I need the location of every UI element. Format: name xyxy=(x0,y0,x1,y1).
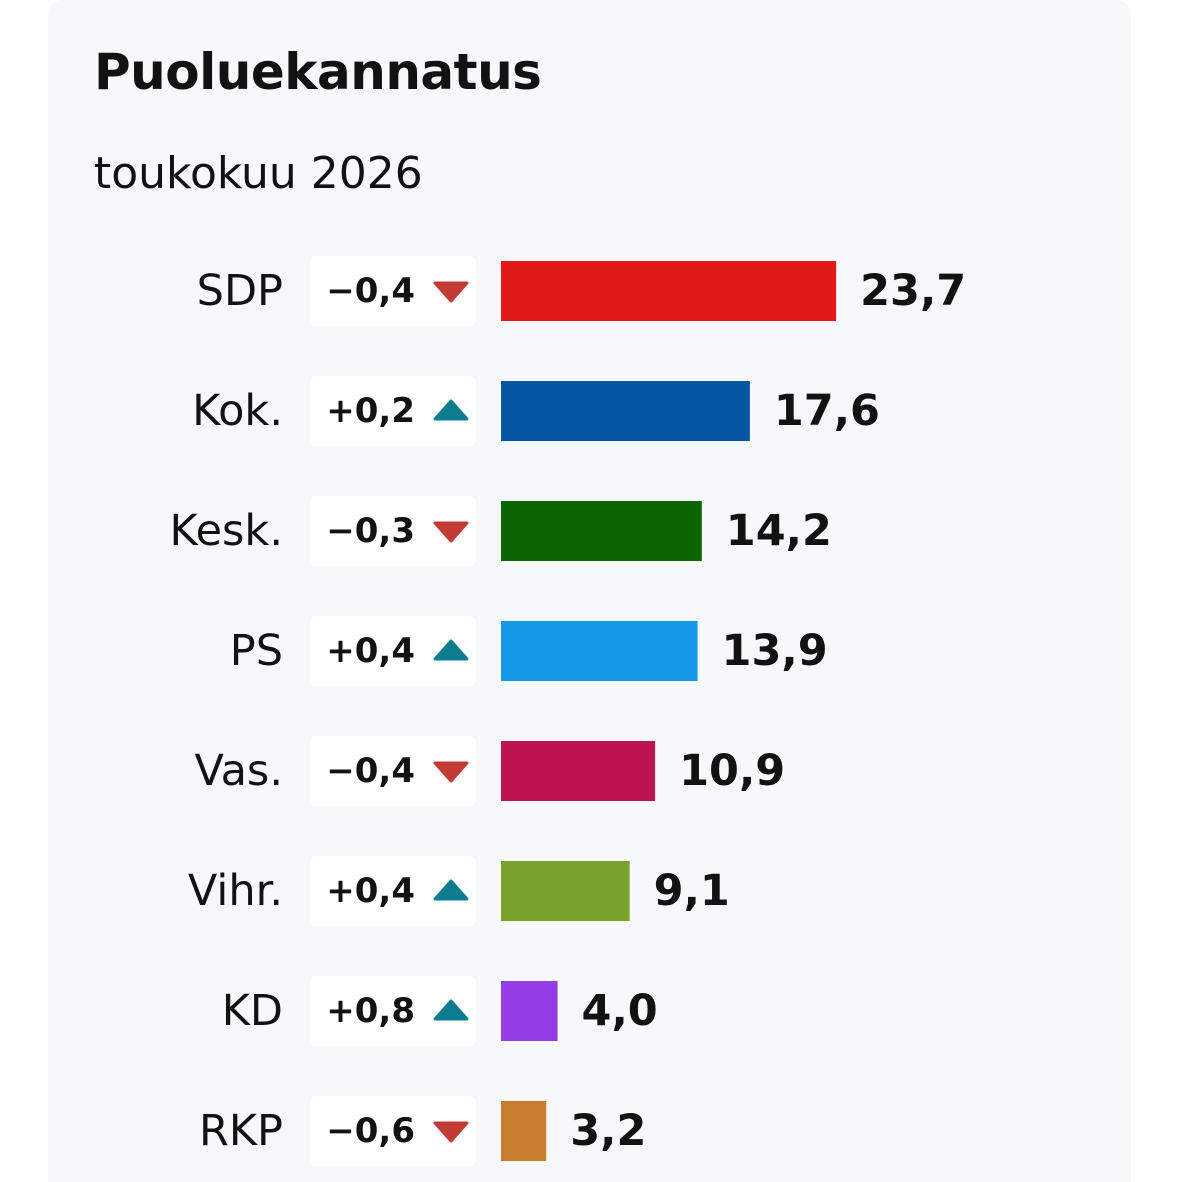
bar xyxy=(501,261,837,321)
party-label: Kok. xyxy=(192,386,283,436)
change-box xyxy=(310,496,476,566)
party-label: KD xyxy=(222,986,283,1036)
value-label: 10,9 xyxy=(679,746,785,796)
value-label: 23,7 xyxy=(860,266,966,316)
value-label: 13,9 xyxy=(722,626,828,676)
change-box xyxy=(310,856,476,926)
party-label: SDP xyxy=(197,266,283,316)
value-label: 9,1 xyxy=(654,866,730,916)
change-label: −0,4 xyxy=(326,271,415,311)
change-label: −0,4 xyxy=(326,751,415,791)
change-label: −0,6 xyxy=(326,1111,415,1151)
value-label: 14,2 xyxy=(726,506,832,556)
party-label: Vas. xyxy=(195,746,284,796)
party-label: PS xyxy=(230,626,283,676)
arrow-up-icon xyxy=(433,999,469,1021)
party-label: Vihr. xyxy=(188,866,283,916)
change-box xyxy=(310,736,476,806)
bar xyxy=(501,861,630,921)
bar xyxy=(501,501,702,561)
change-box xyxy=(310,376,476,446)
value-label: 17,6 xyxy=(774,386,880,436)
value-label: 4,0 xyxy=(582,986,658,1036)
arrow-down-icon xyxy=(433,281,469,303)
party-label: Kesk. xyxy=(170,506,283,556)
arrow-down-icon xyxy=(433,761,469,783)
change-box xyxy=(310,256,476,326)
chart-subtitle: toukokuu 2026 xyxy=(94,148,423,199)
change-box xyxy=(310,1096,476,1166)
change-label: +0,2 xyxy=(326,391,415,431)
bar xyxy=(501,1101,547,1161)
chart-title: Puoluekannatus xyxy=(94,43,542,101)
change-box xyxy=(310,616,476,686)
value-label: 3,2 xyxy=(570,1106,646,1156)
change-label: +0,4 xyxy=(326,631,415,671)
change-label: +0,8 xyxy=(326,991,415,1031)
chart-card xyxy=(48,0,1131,1182)
bar xyxy=(501,981,558,1041)
change-box xyxy=(310,976,476,1046)
arrow-down-icon xyxy=(433,1121,469,1143)
arrow-up-icon xyxy=(433,639,469,661)
change-label: +0,4 xyxy=(326,871,415,911)
change-label: −0,3 xyxy=(326,511,415,551)
party-label: RKP xyxy=(199,1106,283,1156)
bar xyxy=(501,741,656,801)
arrow-down-icon xyxy=(433,521,469,543)
arrow-up-icon xyxy=(433,879,469,901)
arrow-up-icon xyxy=(433,399,469,421)
bar xyxy=(501,381,750,441)
bar xyxy=(501,621,698,681)
